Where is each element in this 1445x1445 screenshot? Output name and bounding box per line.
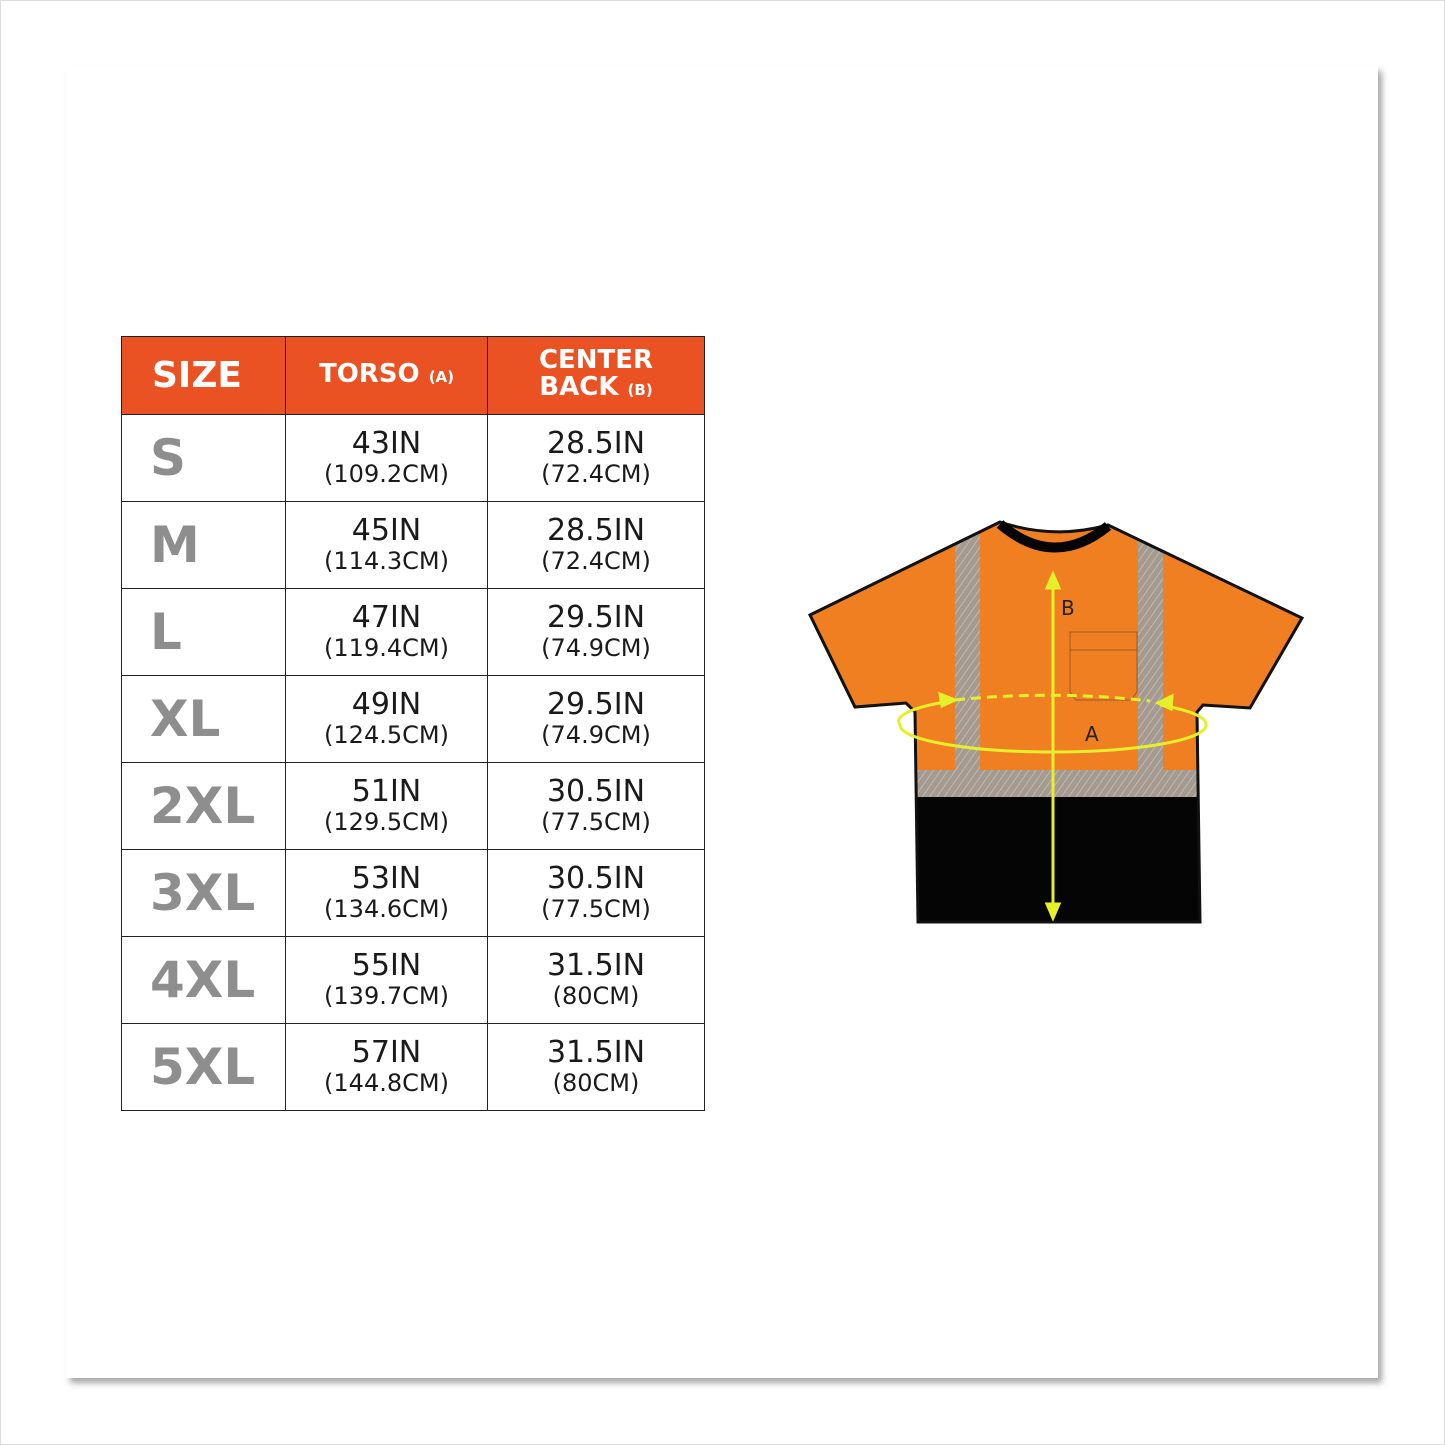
table-row: 2XL 51IN (129.5CM) 30.5IN (77.5CM)	[121, 762, 705, 850]
torso-inches: 45IN	[351, 513, 422, 548]
center-back-cm: (77.5CM)	[541, 895, 651, 923]
torso-inches: 49IN	[351, 687, 422, 722]
center-back-cell: 29.5IN (74.9CM)	[487, 675, 705, 763]
label-a: A	[1085, 722, 1099, 746]
center-back-inches: 30.5IN	[546, 774, 646, 809]
torso-cell: 43IN (109.2CM)	[285, 414, 488, 502]
torso-cell: 47IN (119.4CM)	[285, 588, 488, 676]
torso-cm: (144.8CM)	[324, 1069, 449, 1097]
center-back-cell: 31.5IN (80CM)	[487, 1023, 705, 1111]
header-center-back-line2: BACK	[539, 372, 619, 402]
shirt-outline	[807, 520, 1305, 924]
shirt-orange-top	[810, 522, 1302, 800]
table-row: XL 49IN (124.5CM) 29.5IN (74.9CM)	[121, 675, 705, 763]
center-back-cm: (80CM)	[552, 1069, 640, 1097]
header-size: SIZE	[121, 336, 286, 415]
size-cell: L	[121, 588, 286, 676]
center-back-cm: (72.4CM)	[541, 547, 651, 575]
size-cell: S	[121, 414, 286, 502]
header-center-back-line1: CENTER	[538, 345, 654, 375]
torso-inches: 43IN	[351, 426, 422, 461]
torso-inches: 51IN	[351, 774, 422, 809]
center-back-inches: 29.5IN	[546, 687, 646, 722]
center-back-cell: 29.5IN (74.9CM)	[487, 588, 705, 676]
size-cell: XL	[121, 675, 286, 763]
size-cell: 5XL	[121, 1023, 286, 1111]
torso-inches: 53IN	[351, 861, 422, 896]
header-torso: TORSO (A)	[285, 336, 488, 415]
table-row: 3XL 53IN (134.6CM) 30.5IN (77.5CM)	[121, 849, 705, 937]
size-cell: 2XL	[121, 762, 286, 850]
torso-inches: 47IN	[351, 600, 422, 635]
label-b: B	[1061, 596, 1075, 620]
table-row: M 45IN (114.3CM) 28.5IN (72.4CM)	[121, 501, 705, 589]
reflective-stripe-right	[1138, 530, 1163, 770]
torso-cell: 57IN (144.8CM)	[285, 1023, 488, 1111]
center-back-cm: (80CM)	[552, 982, 640, 1010]
center-back-cell: 31.5IN (80CM)	[487, 936, 705, 1024]
center-back-inches: 31.5IN	[546, 1035, 646, 1070]
header-center-back-tag: (B)	[627, 381, 653, 399]
torso-cell: 55IN (139.7CM)	[285, 936, 488, 1024]
center-back-inches: 31.5IN	[546, 948, 646, 983]
reflective-stripe-left	[955, 530, 980, 770]
measure-b-arrow	[1044, 570, 1062, 922]
center-back-inches: 30.5IN	[546, 861, 646, 896]
table-row: 5XL 57IN (144.8CM) 31.5IN (80CM)	[121, 1023, 705, 1111]
torso-cm: (134.6CM)	[324, 895, 449, 923]
center-back-cm: (74.9CM)	[541, 634, 651, 662]
center-back-inches: 29.5IN	[546, 600, 646, 635]
torso-inches: 57IN	[351, 1035, 422, 1070]
torso-cm: (129.5CM)	[324, 808, 449, 836]
torso-cm: (109.2CM)	[324, 460, 449, 488]
torso-cm: (119.4CM)	[324, 634, 449, 662]
center-back-cell: 30.5IN (77.5CM)	[487, 762, 705, 850]
table-row: L 47IN (119.4CM) 29.5IN (74.9CM)	[121, 588, 705, 676]
center-back-cm: (74.9CM)	[541, 721, 651, 749]
reflective-band	[912, 770, 1202, 797]
center-back-inches: 28.5IN	[546, 426, 646, 461]
header-torso-tag: (A)	[428, 367, 455, 386]
center-back-cm: (77.5CM)	[541, 808, 651, 836]
shirt-collar	[996, 520, 1112, 553]
torso-cell: 45IN (114.3CM)	[285, 501, 488, 589]
torso-cm: (124.5CM)	[324, 721, 449, 749]
center-back-cm: (72.4CM)	[541, 460, 651, 488]
size-cell: 3XL	[121, 849, 286, 937]
size-chart-table: SIZE TORSO (A) CENTER BACK (B) S 43IN (109…	[121, 336, 705, 1111]
torso-cm: (114.3CM)	[324, 547, 449, 575]
table-header-row: SIZE TORSO (A) CENTER BACK (B)	[121, 336, 705, 415]
torso-cm: (139.7CM)	[324, 982, 449, 1010]
size-cell: M	[121, 501, 286, 589]
center-back-cell: 28.5IN (72.4CM)	[487, 501, 705, 589]
torso-inches: 55IN	[351, 948, 422, 983]
center-back-cell: 30.5IN (77.5CM)	[487, 849, 705, 937]
header-torso-label: TORSO	[318, 358, 420, 389]
size-cell: 4XL	[121, 936, 286, 1024]
center-back-inches: 28.5IN	[546, 513, 646, 548]
table-row: 4XL 55IN (139.7CM) 31.5IN (80CM)	[121, 936, 705, 1024]
